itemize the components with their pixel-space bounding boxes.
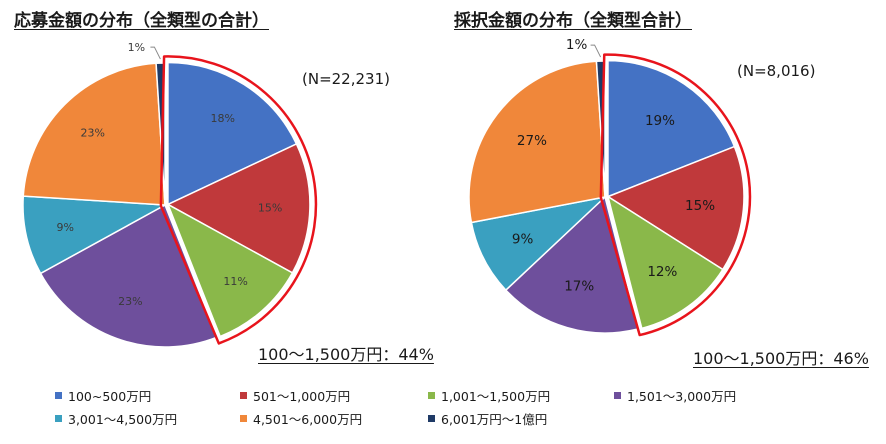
pie-slice-1-3 xyxy=(504,195,640,334)
pie-leader-line-0 xyxy=(150,46,161,60)
legend-label: 100~500万円 xyxy=(68,389,152,404)
legend-swatch xyxy=(428,392,435,399)
pie-value-label-1-1: 15% xyxy=(685,198,715,214)
legend-label: 501～1,000万円 xyxy=(253,389,351,404)
legend-item-6: 6,001万円～1億円 xyxy=(428,409,547,428)
legend-item-0: 100~500万円 xyxy=(55,386,151,405)
pie-slice-0-4 xyxy=(22,195,168,275)
legend-swatch xyxy=(55,415,62,422)
pie-slice-1-5 xyxy=(468,60,606,224)
left-chart-title: 応募金額の分布（全類型の合計） xyxy=(14,11,269,31)
right-sample-size: (N=8,016) xyxy=(737,62,816,80)
legend-label: 1,501～3,000万円 xyxy=(627,389,737,404)
pie-value-label-1-4: 9% xyxy=(512,232,534,248)
left-sample-size: (N=22,231) xyxy=(302,70,390,88)
pie-slice-1-1 xyxy=(606,145,745,271)
legend-swatch xyxy=(240,415,247,422)
legend-swatch xyxy=(240,392,247,399)
pie-leader-line-1 xyxy=(590,44,602,58)
legend: 100~500万円 501～1,000万円 1,001～1,500万円 1,501～3… xyxy=(0,386,886,444)
pie-value-label-1-2: 12% xyxy=(647,264,677,280)
pie-slice-0-5 xyxy=(22,62,166,206)
legend-swatch xyxy=(55,392,62,399)
legend-label: 4,501～6,000万円 xyxy=(253,412,363,427)
pie-slice-0-3 xyxy=(39,203,219,348)
pie-value-label-1-3: 17% xyxy=(564,279,594,295)
pie-value-label-0-5: 23% xyxy=(80,127,104,140)
legend-swatch xyxy=(428,415,435,422)
pie-slice-0-2 xyxy=(166,202,294,338)
legend-item-2: 1,001～1,500万円 xyxy=(428,386,550,405)
legend-item-1: 501～1,000万円 xyxy=(240,386,350,405)
highlight-outline-1 xyxy=(599,53,752,337)
legend-item-4: 3,001～4,500万円 xyxy=(55,409,177,428)
highlight-outline-0 xyxy=(159,55,318,345)
pie-value-label-0-4: 9% xyxy=(56,221,73,234)
pie-value-label-1-5: 27% xyxy=(517,133,547,149)
pie-value-label-1-6: 1% xyxy=(566,37,588,53)
legend-label: 6,001万円～1億円 xyxy=(441,412,548,427)
legend-label: 1,001～1,500万円 xyxy=(441,389,551,404)
pie-slice-1-2 xyxy=(606,194,724,330)
left-highlight-summary: 100～1,500万円：44% xyxy=(258,345,434,364)
legend-label: 3,001～4,500万円 xyxy=(68,412,178,427)
pie-slice-0-0 xyxy=(167,61,298,206)
legend-item-3: 1,501～3,000万円 xyxy=(614,386,736,405)
pie-value-label-0-3: 23% xyxy=(118,295,142,308)
pie-slice-1-0 xyxy=(607,59,736,198)
legend-item-5: 4,501～6,000万円 xyxy=(240,409,362,428)
right-chart-title: 採択金額の分布（全類型合計） xyxy=(454,11,692,31)
pie-value-label-0-2: 11% xyxy=(223,275,247,288)
pie-value-label-0-0: 18% xyxy=(211,112,235,125)
pie-value-label-0-1: 15% xyxy=(258,201,282,214)
legend-swatch xyxy=(614,392,621,399)
pie-value-label-1-0: 19% xyxy=(645,113,675,129)
pie-slice-0-1 xyxy=(166,142,311,274)
right-highlight-summary: 100～1,500万円：46% xyxy=(693,349,869,368)
pie-value-label-0-6: 1% xyxy=(128,41,145,54)
